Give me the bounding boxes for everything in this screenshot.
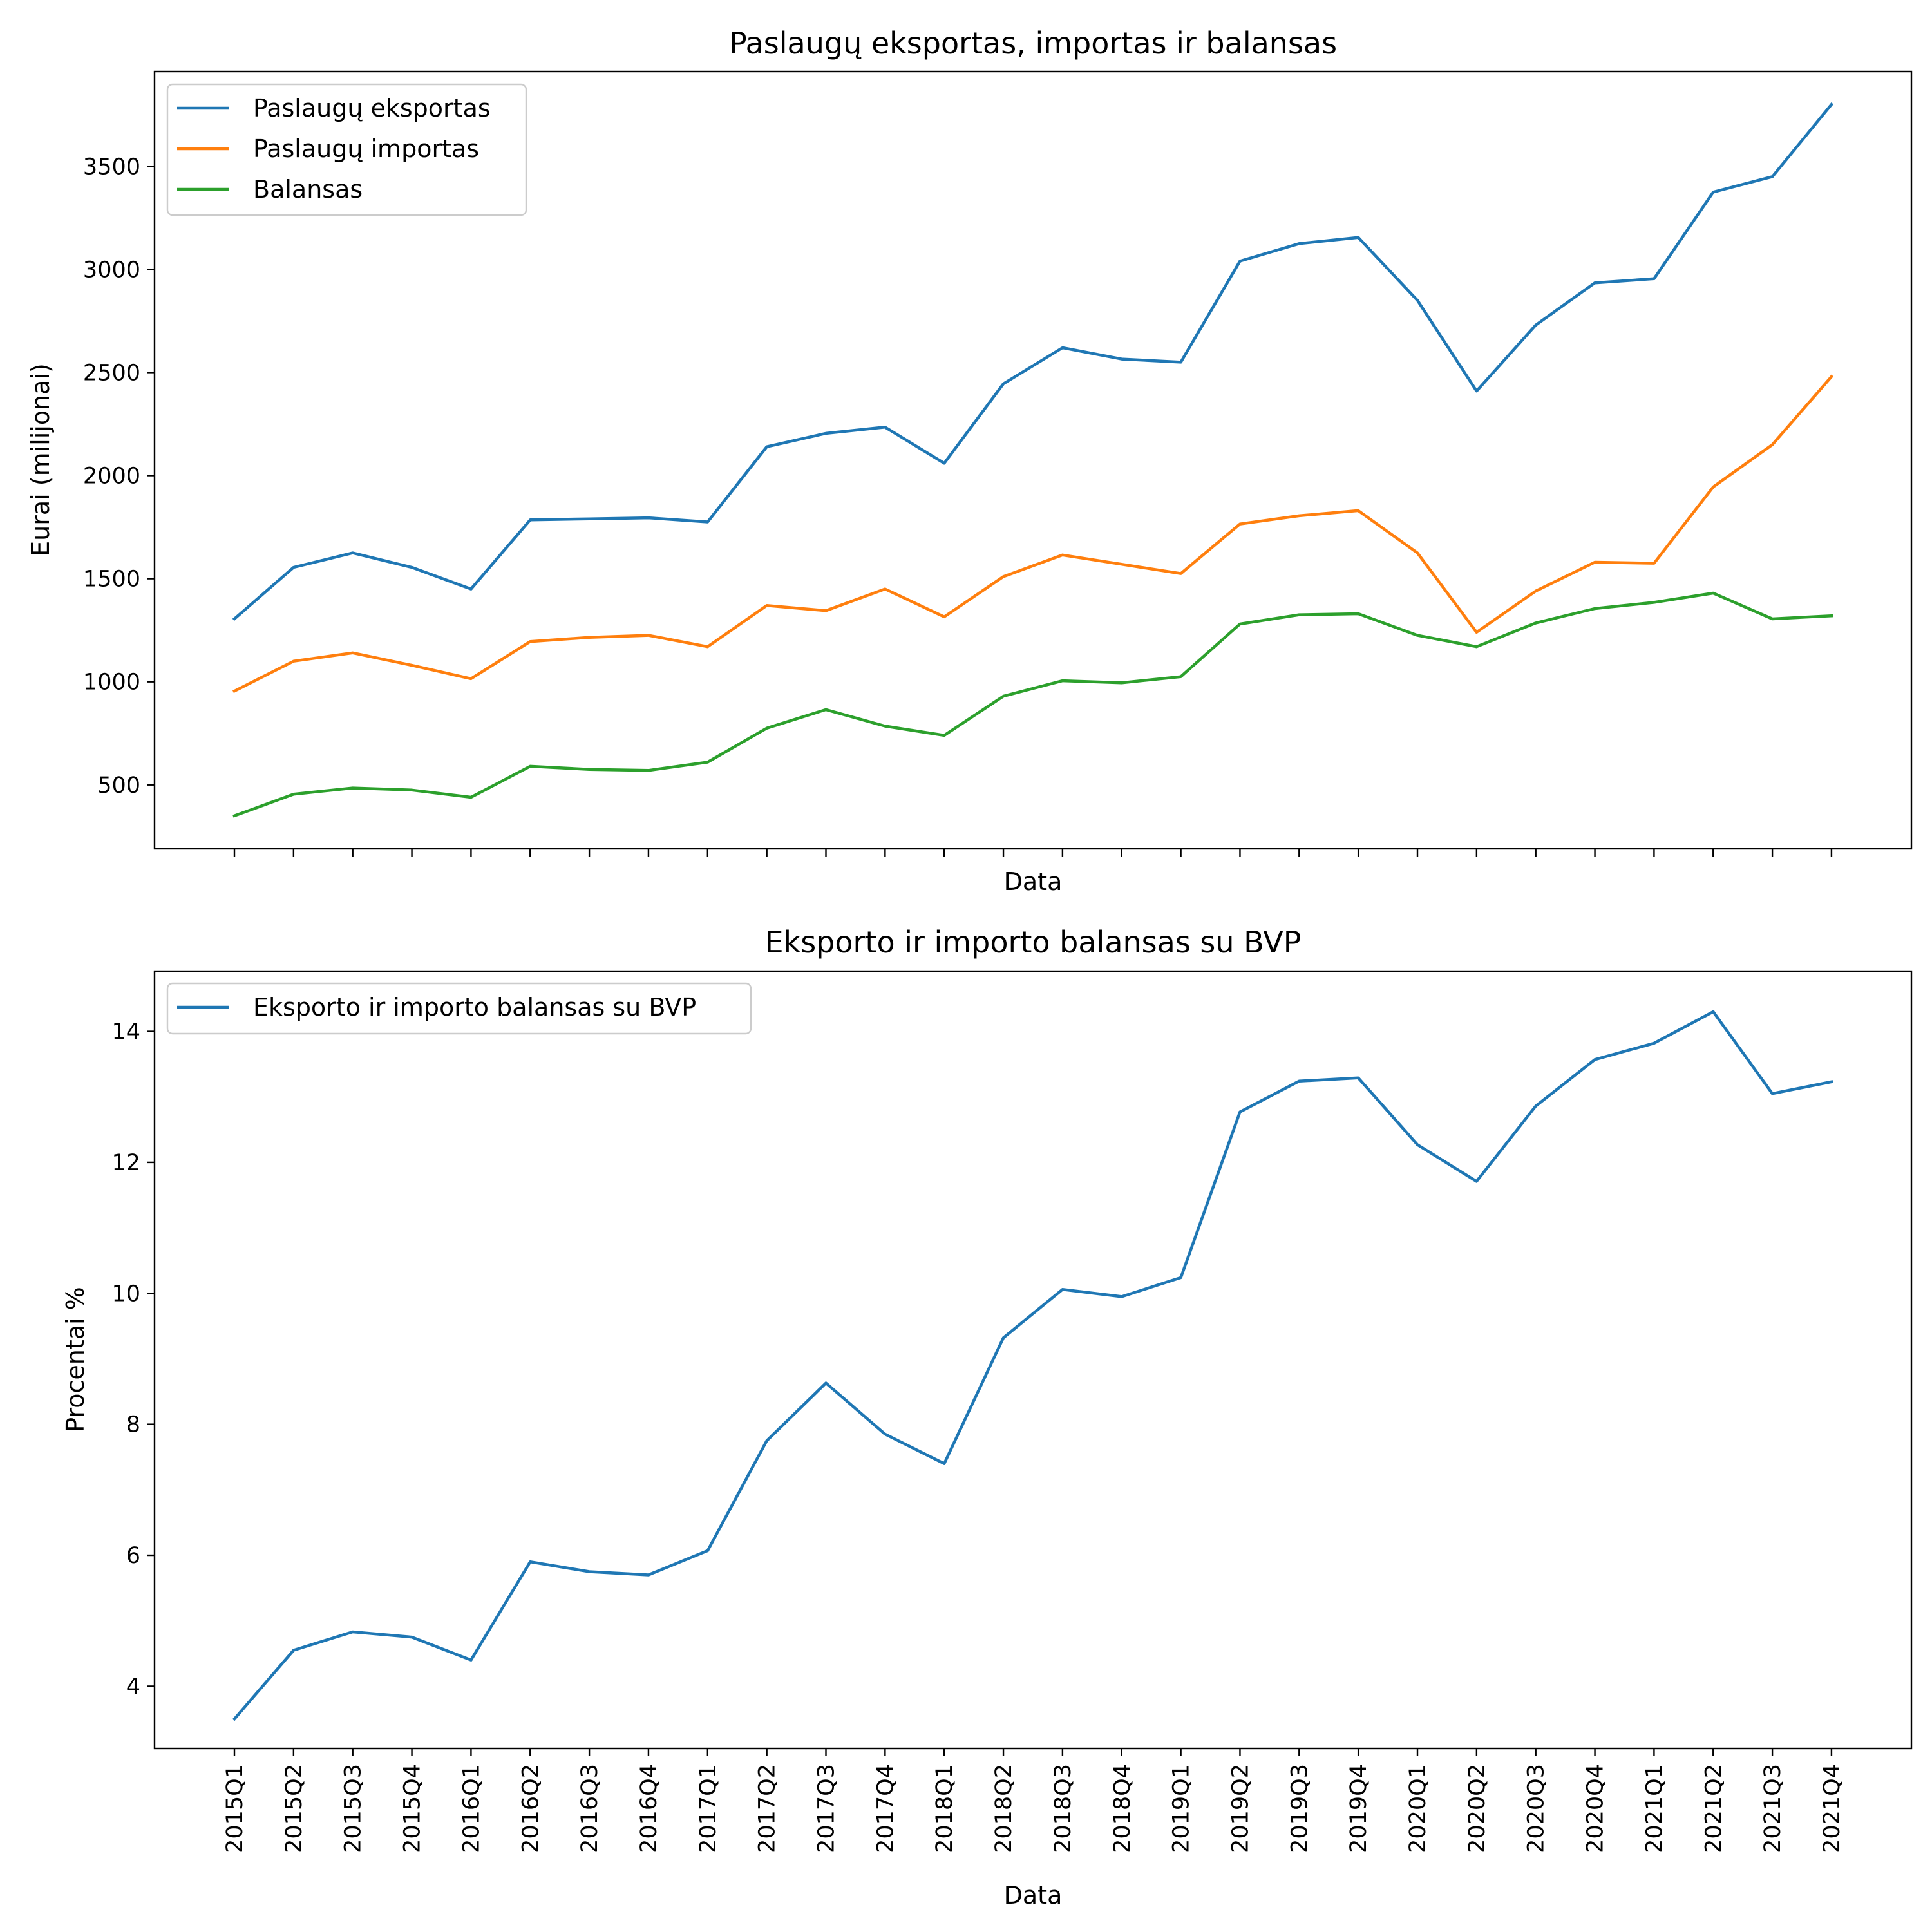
bottom-chart-title: Eksporto ir importo balansas su BVP xyxy=(764,925,1301,960)
x-tick-label: 2021Q4 xyxy=(1819,1764,1845,1853)
x-tick-label: 2015Q1 xyxy=(222,1764,248,1853)
y-tick-label: 3000 xyxy=(83,257,140,283)
top-chart-x-ticks xyxy=(233,849,1833,857)
x-tick-label: 2018Q3 xyxy=(1050,1764,1076,1853)
legend-label-eksportas: Paslaugų eksportas xyxy=(253,94,491,122)
x-tick-label: 2015Q4 xyxy=(400,1764,426,1853)
y-tick-label: 6 xyxy=(126,1543,140,1569)
x-tick-label: 2015Q2 xyxy=(281,1764,307,1853)
series-line-0-2 xyxy=(232,591,1833,818)
y-tick-label: 10 xyxy=(111,1281,140,1307)
bottom-chart-legend: Eksporto ir importo balansas su BVP xyxy=(166,982,752,1035)
x-tick-label: 2020Q2 xyxy=(1464,1764,1490,1853)
bottom-chart-legend-box xyxy=(166,982,752,1035)
top-chart-legend-box xyxy=(166,83,527,216)
x-tick-label: 2020Q1 xyxy=(1405,1764,1431,1853)
top-chart-title: Paslaugų eksportas, importas ir balansas xyxy=(729,26,1337,61)
top-chart: Paslaugų eksportas, importas ir balansas… xyxy=(26,26,1913,896)
x-tick-label: 2016Q2 xyxy=(518,1764,544,1853)
top-chart-lines xyxy=(232,102,1834,818)
y-tick-label: 12 xyxy=(111,1150,140,1176)
x-tick-label: 2017Q4 xyxy=(873,1764,898,1853)
bottom-chart: Eksporto ir importo balansas su BVP 4 6 8 1… xyxy=(61,925,1913,1909)
top-chart-y-ticks: 500 1000 1500 2000 2500 3000 3500 xyxy=(83,154,155,799)
top-chart-legend: Paslaugų eksportas Paslaugų importas Bal… xyxy=(166,83,527,216)
y-tick-label: 2000 xyxy=(83,464,140,489)
x-tick-label: 2019Q2 xyxy=(1227,1764,1253,1853)
x-tick-label: 2017Q2 xyxy=(755,1764,781,1853)
x-tick-label: 2018Q4 xyxy=(1110,1764,1135,1853)
x-tick-label: 2020Q4 xyxy=(1583,1764,1609,1853)
x-tick-label: 2016Q3 xyxy=(577,1764,603,1853)
x-tick-label: 2019Q1 xyxy=(1169,1764,1195,1853)
x-tick-label: 2017Q3 xyxy=(814,1764,840,1853)
legend-label-bvp: Eksporto ir importo balansas su BVP xyxy=(253,993,696,1021)
x-tick-label: 2018Q2 xyxy=(991,1764,1017,1853)
top-chart-frame xyxy=(153,70,1913,850)
series-line-0-1 xyxy=(232,374,1834,694)
y-tick-label: 4 xyxy=(126,1674,140,1700)
y-tick-label: 500 xyxy=(97,773,140,799)
bottom-chart-lines xyxy=(232,1010,1833,1721)
bottom-chart-y-axis-label: Procentai % xyxy=(61,1287,90,1432)
x-tick-label: 2017Q1 xyxy=(696,1764,721,1853)
x-tick-label: 2021Q2 xyxy=(1701,1764,1727,1853)
bottom-chart-x-ticks: 2015Q1 2015Q2 2015Q3 2015Q4 2016Q1 2016Q2 2016… xyxy=(222,1748,1845,1853)
x-tick-label: 2020Q3 xyxy=(1524,1764,1549,1853)
y-tick-label: 14 xyxy=(111,1019,140,1045)
bottom-chart-frame xyxy=(153,970,1913,1750)
y-tick-label: 1000 xyxy=(83,670,140,696)
series-line-0-0 xyxy=(232,102,1834,621)
y-tick-label: 1500 xyxy=(83,567,140,592)
x-tick-label: 2021Q3 xyxy=(1760,1764,1786,1853)
bottom-chart-x-axis-label: Data xyxy=(1004,1881,1063,1909)
y-tick-label: 8 xyxy=(126,1412,140,1438)
x-tick-label: 2018Q1 xyxy=(932,1764,958,1853)
x-tick-label: 2021Q1 xyxy=(1642,1764,1667,1853)
bottom-chart-y-ticks: 4 6 8 10 12 14 xyxy=(111,1019,155,1700)
top-chart-y-axis-label: Eurai (milijonai) xyxy=(26,363,55,556)
x-tick-label: 2019Q4 xyxy=(1346,1764,1372,1853)
x-tick-label: 2015Q3 xyxy=(341,1764,366,1853)
x-tick-label: 2019Q3 xyxy=(1287,1764,1312,1853)
series-line-1-0 xyxy=(232,1010,1833,1721)
legend-label-importas: Paslaugų importas xyxy=(253,135,479,163)
x-tick-label: 2016Q4 xyxy=(636,1764,662,1853)
x-tick-label: 2016Q1 xyxy=(459,1764,484,1853)
y-tick-label: 2500 xyxy=(83,360,140,386)
y-tick-label: 3500 xyxy=(83,154,140,180)
top-chart-x-axis-label: Data xyxy=(1004,867,1063,896)
legend-label-balansas: Balansas xyxy=(253,175,363,204)
